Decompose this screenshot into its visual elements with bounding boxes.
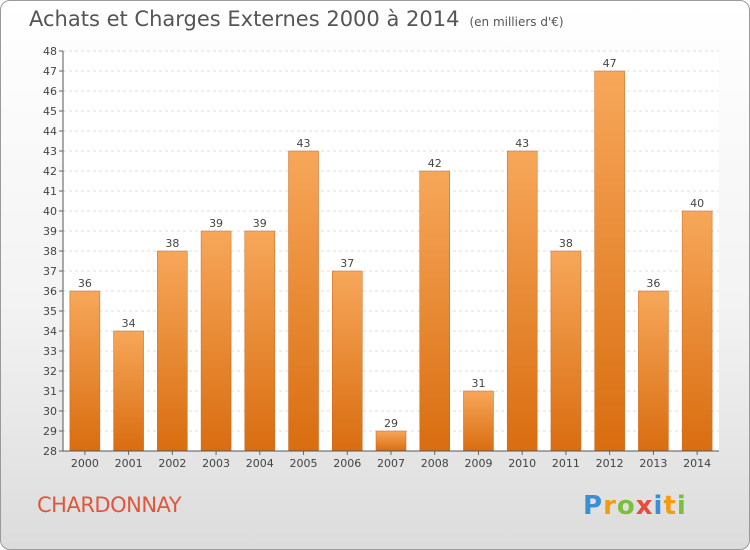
x-tick-label: 2001 [115, 457, 143, 470]
y-tick-label: 28 [43, 445, 57, 458]
x-tick-label: 2012 [596, 457, 624, 470]
bar-2008[interactable] [419, 170, 450, 452]
y-tick-label: 44 [43, 125, 57, 138]
bar-2012[interactable] [594, 70, 625, 452]
data-label: 34 [122, 317, 136, 330]
data-label: 38 [559, 237, 573, 250]
logo-letter: o [616, 491, 636, 521]
y-tick-label: 33 [43, 345, 57, 358]
bar-2004[interactable] [244, 230, 276, 452]
y-tick-label: 45 [43, 105, 57, 118]
x-tick-label: 2007 [377, 457, 405, 470]
data-label: 42 [428, 157, 442, 170]
x-tick-label: 2013 [639, 457, 667, 470]
data-label: 39 [209, 217, 223, 230]
y-tick-label: 29 [43, 425, 57, 438]
bar-2009[interactable] [463, 390, 494, 452]
x-tick-label: 2003 [202, 457, 230, 470]
data-label: 31 [471, 377, 485, 390]
bar-2003[interactable] [200, 230, 232, 452]
logo-letter: t [663, 491, 677, 521]
bar-2005[interactable] [288, 150, 319, 452]
bar-2011[interactable] [550, 250, 582, 452]
bar-2002[interactable] [157, 250, 188, 452]
data-label: 29 [384, 417, 398, 430]
data-label: 38 [165, 237, 179, 250]
y-tick-label: 32 [43, 365, 57, 378]
bar-2013[interactable] [638, 290, 669, 452]
title-unit: (en milliers d'€) [469, 15, 564, 29]
bar-2014[interactable] [681, 210, 713, 452]
data-label: 43 [515, 137, 529, 150]
y-tick-label: 41 [43, 185, 57, 198]
logo-letter: r [603, 491, 617, 521]
bar-2001[interactable] [113, 330, 144, 452]
y-tick-label: 36 [43, 285, 57, 298]
bar-2000[interactable] [69, 290, 101, 452]
title-text: Achats et Charges Externes 2000 à 2014 [29, 7, 460, 31]
y-tick-label: 34 [43, 325, 57, 338]
y-tick-label: 37 [43, 265, 57, 278]
y-tick-label: 48 [43, 45, 57, 58]
logo-letter: i [676, 491, 687, 521]
logo-letter: x [635, 491, 654, 521]
commune-name: CHARDONNAY [37, 493, 182, 517]
y-tick-label: 47 [43, 65, 57, 78]
x-tick-label: 2000 [71, 457, 99, 470]
bar-2006[interactable] [332, 270, 363, 452]
x-tick-label: 2002 [158, 457, 186, 470]
y-tick-label: 30 [43, 405, 57, 418]
x-tick-label: 2009 [464, 457, 492, 470]
data-label: 43 [297, 137, 311, 150]
x-tick-label: 2010 [508, 457, 536, 470]
logo-letter: P [583, 491, 604, 521]
data-label: 39 [253, 217, 267, 230]
x-tick-label: 2005 [290, 457, 318, 470]
x-tick-label: 2011 [552, 457, 580, 470]
x-tick-label: 2006 [333, 457, 361, 470]
bar-2007[interactable] [375, 430, 407, 452]
data-label: 47 [603, 57, 617, 70]
y-tick-label: 43 [43, 145, 57, 158]
y-tick-label: 38 [43, 245, 57, 258]
y-tick-label: 39 [43, 225, 57, 238]
data-label: 40 [690, 197, 704, 210]
logo-letter: i [653, 491, 664, 521]
x-tick-label: 2014 [683, 457, 711, 470]
data-label: 37 [340, 257, 354, 270]
proxiti-logo[interactable]: Proxiti [583, 491, 687, 521]
chart-title: Achats et Charges Externes 2000 à 2014 (e… [29, 7, 564, 31]
data-label: 36 [646, 277, 660, 290]
bar-2010[interactable] [506, 150, 538, 452]
y-tick-label: 40 [43, 205, 57, 218]
x-tick-label: 2008 [421, 457, 449, 470]
data-label: 36 [78, 277, 92, 290]
y-tick-label: 31 [43, 385, 57, 398]
y-tick-label: 46 [43, 85, 57, 98]
y-tick-label: 42 [43, 165, 57, 178]
y-tick-label: 35 [43, 305, 57, 318]
x-tick-label: 2004 [246, 457, 274, 470]
